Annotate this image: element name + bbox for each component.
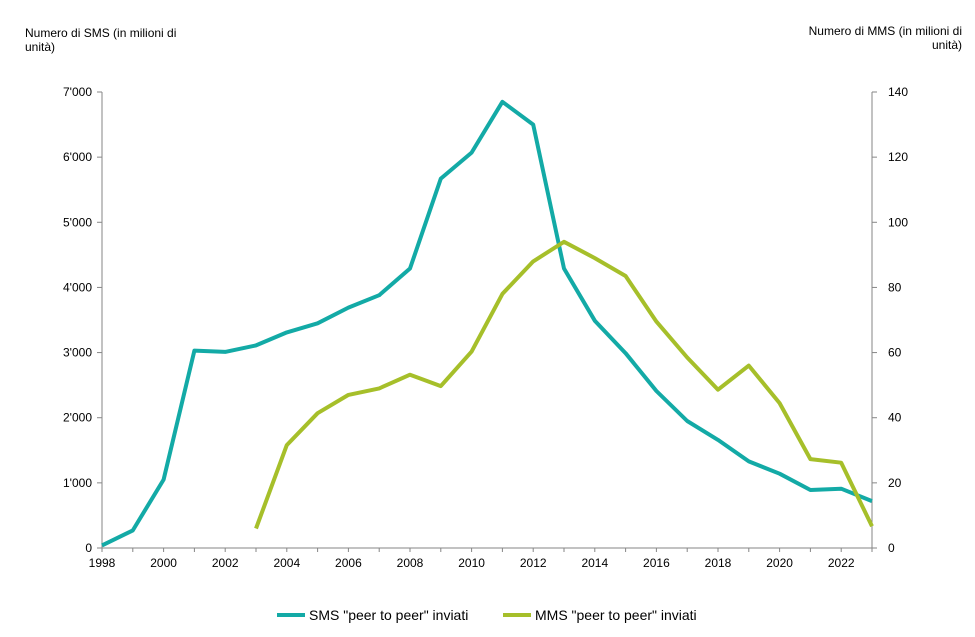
legend-swatch-mms xyxy=(503,613,531,617)
right-tick-label: 20 xyxy=(888,476,902,490)
left-tick-label: 4'000 xyxy=(63,280,92,294)
series-lines xyxy=(101,99,874,548)
x-tick-label: 2012 xyxy=(520,556,547,570)
left-tick-label: 0 xyxy=(85,541,92,555)
x-tick-label: 2002 xyxy=(212,556,239,570)
right-tick-label: 120 xyxy=(888,150,908,164)
right-tick-label: 40 xyxy=(888,411,902,425)
x-tick-label: 2010 xyxy=(458,556,485,570)
right-tick-label: 100 xyxy=(888,215,908,229)
left-axis-title: Numero di SMS (in milioni di unità) xyxy=(25,26,177,54)
right-y-axis-ticks: 0 20 40 60 80 100 120 140 xyxy=(872,85,908,555)
sms-series-line xyxy=(101,99,873,548)
right-tick-label: 140 xyxy=(888,85,908,99)
x-tick-label: 2006 xyxy=(335,556,362,570)
mms-series-line xyxy=(254,239,874,530)
legend-swatch-sms xyxy=(277,613,305,617)
left-y-axis-ticks: 0 1'000 2'000 3'000 4'000 5'000 6'000 7'000 xyxy=(63,85,102,555)
legend-label-mms: MMS "peer to peer" inviati xyxy=(535,607,697,623)
x-tick-label: 2022 xyxy=(828,556,855,570)
legend-label-sms: SMS "peer to peer" inviati xyxy=(309,607,469,623)
x-tick-label: 2000 xyxy=(150,556,177,570)
left-tick-label: 2'000 xyxy=(63,411,92,425)
left-tick-label: 3'000 xyxy=(63,346,92,360)
left-tick-label: 5'000 xyxy=(63,215,92,229)
right-tick-label: 80 xyxy=(888,280,902,294)
x-tick-label: 2014 xyxy=(581,556,608,570)
x-tick-label: 1998 xyxy=(89,556,116,570)
legend-item-sms: SMS "peer to peer" inviati xyxy=(277,607,468,623)
x-tick-label: 2018 xyxy=(705,556,732,570)
x-tick-label: 2004 xyxy=(273,556,300,570)
right-tick-label: 0 xyxy=(888,541,895,555)
x-tick-label: 2020 xyxy=(766,556,793,570)
right-axis-title: Numero di MMS (in milioni di unità) xyxy=(808,24,962,52)
x-axis-ticks: 1998 2000 2002 2004 2006 2008 2010 2012 2014 2016… xyxy=(89,548,873,570)
left-tick-label: 7'000 xyxy=(63,85,92,99)
right-tick-label: 60 xyxy=(888,346,902,360)
left-tick-label: 1'000 xyxy=(63,476,92,490)
axes xyxy=(101,92,873,549)
x-tick-label: 2008 xyxy=(397,556,424,570)
legend-item-mms: MMS "peer to peer" inviati xyxy=(503,607,697,623)
left-tick-label: 6'000 xyxy=(63,150,92,164)
x-tick-label: 2016 xyxy=(643,556,670,570)
